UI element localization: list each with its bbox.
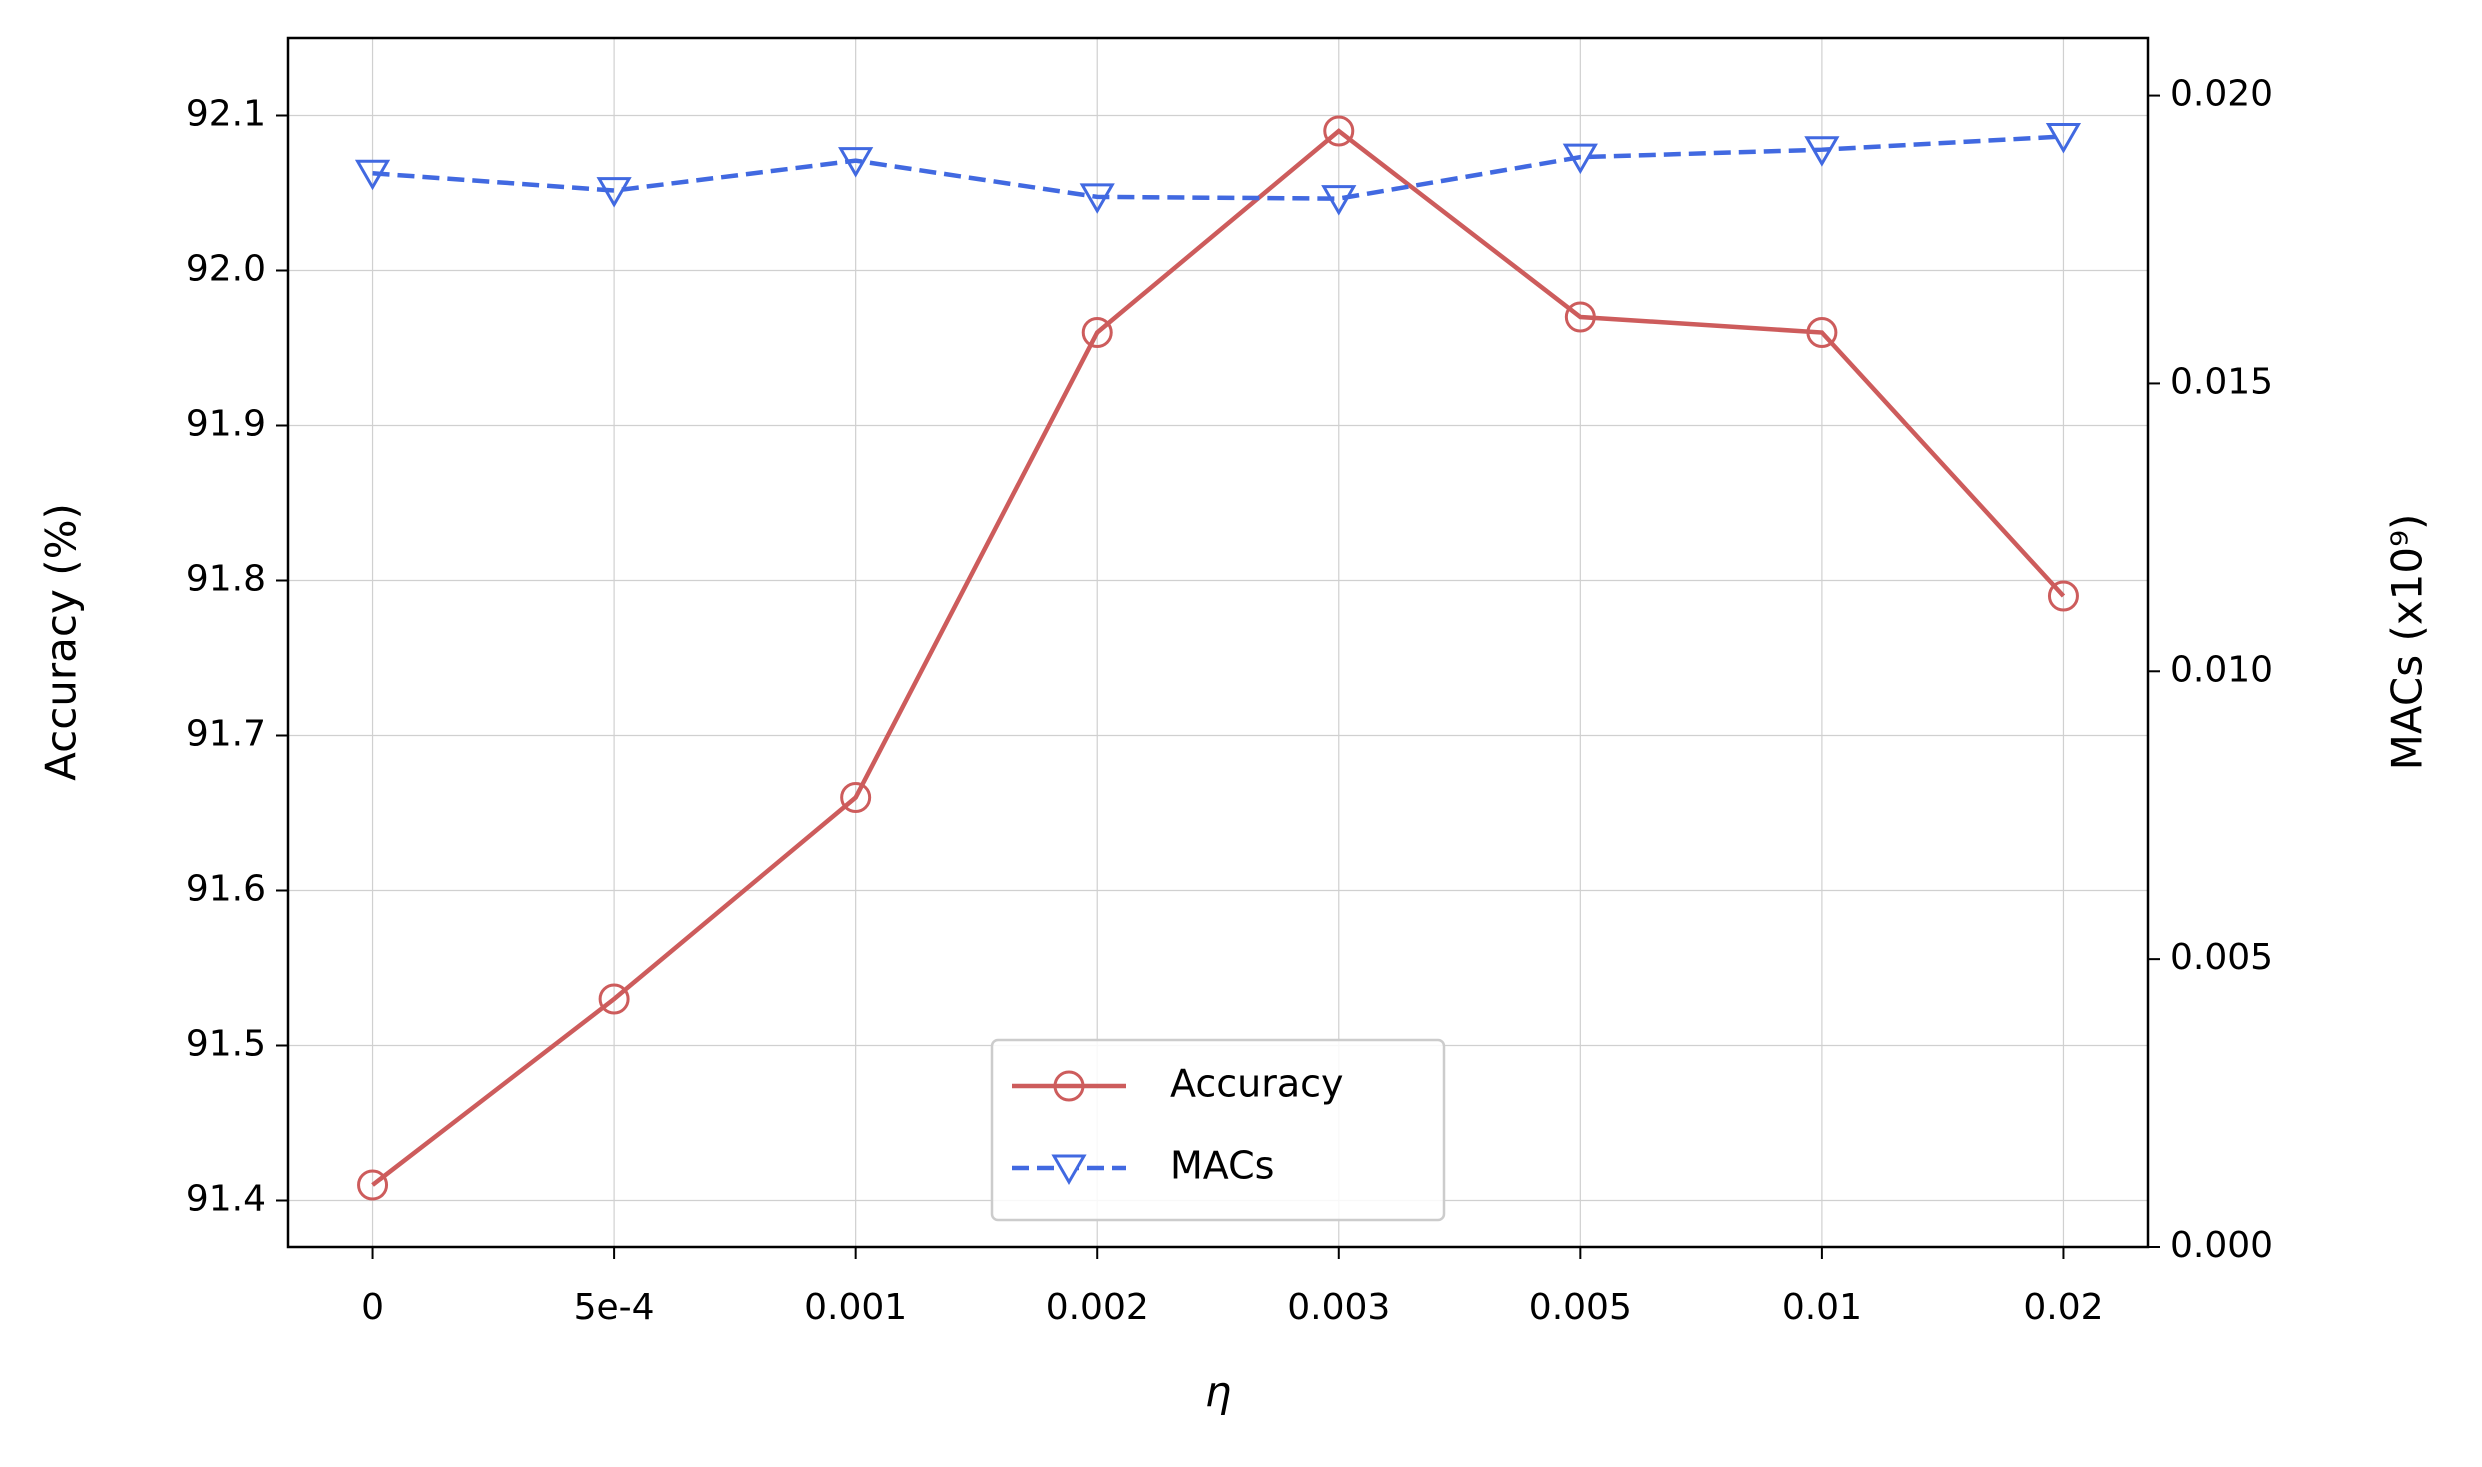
legend-label: Accuracy bbox=[1170, 1062, 1344, 1106]
series-line bbox=[372, 134, 2064, 201]
series-marker bbox=[1564, 301, 1596, 333]
y-tick-label: 91.6 bbox=[186, 869, 266, 910]
y2-tick-label: 0.005 bbox=[2170, 937, 2273, 978]
y2-tick-label: 0.010 bbox=[2170, 649, 2273, 690]
legend-marker bbox=[1053, 1070, 1085, 1102]
y2-tick-label: 0.020 bbox=[2170, 74, 2273, 115]
series-marker bbox=[354, 159, 391, 191]
x-tick-label: 0 bbox=[361, 1287, 384, 1328]
series-marker bbox=[357, 1169, 389, 1201]
series-marker bbox=[838, 147, 874, 178]
y-axis-label: Accuracy (%) bbox=[37, 503, 86, 781]
y2-tick-label: 0.000 bbox=[2170, 1225, 2273, 1266]
x-tick-label: 0.002 bbox=[1046, 1287, 1149, 1328]
y-tick-label: 92.1 bbox=[186, 94, 266, 135]
series-marker bbox=[2045, 122, 2082, 154]
series-line bbox=[371, 128, 2066, 1187]
series-marker bbox=[1562, 143, 1598, 175]
series-marker bbox=[1079, 183, 1115, 214]
series-marker bbox=[1804, 136, 1840, 167]
y-tick-label: 91.7 bbox=[186, 714, 266, 755]
legend-marker bbox=[1051, 1154, 1087, 1186]
series-marker bbox=[2047, 580, 2079, 612]
x-tick-label: 0.003 bbox=[1287, 1287, 1390, 1328]
y2-tick-label: 0.015 bbox=[2170, 361, 2273, 402]
x-tick-label: 0.001 bbox=[804, 1287, 907, 1328]
x-tick-label: 5e-4 bbox=[574, 1287, 655, 1328]
series-marker bbox=[1806, 317, 1838, 348]
y-tick-label: 91.9 bbox=[186, 404, 266, 445]
x-axis-label: η bbox=[1205, 1368, 1232, 1417]
series-marker bbox=[1323, 115, 1355, 147]
x-tick-label: 0.02 bbox=[2023, 1287, 2103, 1328]
series-marker bbox=[598, 983, 630, 1015]
y-tick-label: 92.0 bbox=[186, 249, 266, 290]
y-tick-label: 91.8 bbox=[186, 559, 266, 600]
legend-label: MACs bbox=[1170, 1144, 1274, 1188]
series-marker bbox=[1081, 317, 1113, 348]
series-marker bbox=[596, 177, 632, 208]
x-tick-label: 0.005 bbox=[1529, 1287, 1632, 1328]
series-marker bbox=[1321, 185, 1357, 216]
x-tick-label: 0.01 bbox=[1782, 1287, 1862, 1328]
y-tick-label: 91.5 bbox=[186, 1024, 266, 1065]
y2-axis-label: MACs (x10⁹) bbox=[2383, 514, 2432, 771]
plot-frame bbox=[286, 36, 2150, 1249]
y-tick-label: 91.4 bbox=[186, 1179, 266, 1220]
series-marker bbox=[840, 782, 872, 813]
